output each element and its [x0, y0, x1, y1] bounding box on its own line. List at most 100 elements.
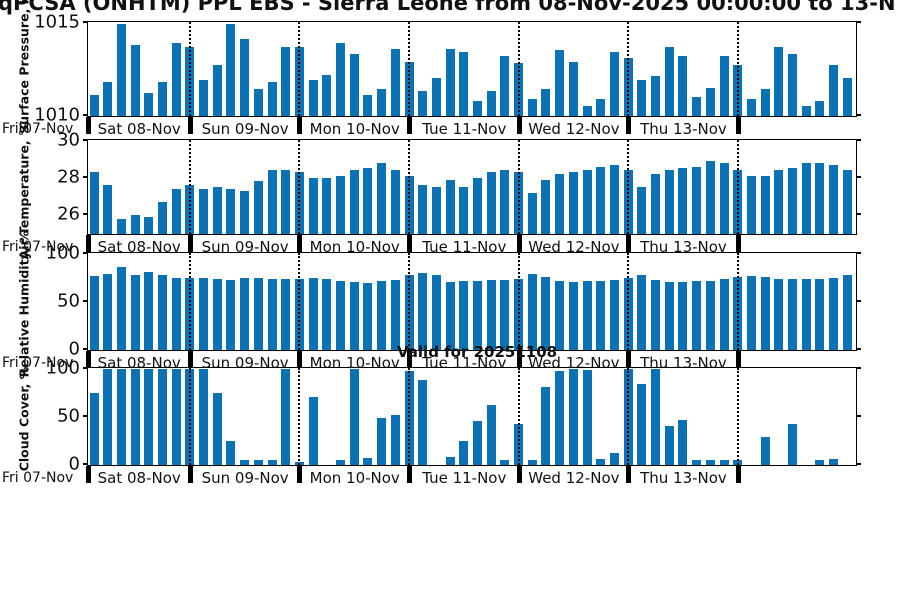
x-tick-label-left: Fri 07-Nov — [2, 354, 74, 371]
bar — [322, 177, 332, 234]
bar — [829, 164, 839, 234]
bar — [130, 44, 140, 116]
bar — [322, 279, 332, 350]
bar — [267, 170, 277, 234]
y-tick-label: 1010 — [34, 104, 80, 126]
day-tick — [407, 350, 413, 368]
bar — [788, 168, 798, 234]
bar — [144, 368, 154, 465]
day-tick — [187, 234, 193, 252]
bar — [527, 98, 537, 116]
bar — [445, 48, 455, 116]
bar — [486, 91, 496, 116]
bar — [801, 279, 811, 350]
day-boundary-line — [517, 252, 520, 350]
y-tick-mark — [856, 367, 861, 369]
bar — [418, 380, 428, 465]
bar — [829, 458, 839, 465]
x-day-label: Wed 12-Nov — [528, 237, 620, 256]
bar — [651, 173, 661, 234]
bar — [596, 458, 606, 465]
bar — [240, 459, 250, 465]
bar — [212, 393, 222, 465]
bar — [363, 95, 373, 116]
day-tick — [85, 116, 91, 134]
bar — [240, 39, 250, 116]
bar — [555, 173, 565, 234]
x-day-label: Thu 13-Nov — [640, 119, 727, 138]
y-tick-mark — [83, 463, 88, 465]
bar — [678, 55, 688, 116]
bar — [692, 96, 702, 116]
day-boundary-line — [188, 139, 191, 234]
y-tick-mark — [83, 300, 88, 302]
bar — [582, 170, 592, 234]
bar — [500, 55, 510, 116]
day-boundary-line — [517, 21, 520, 116]
y-tick-mark — [83, 348, 88, 350]
bar — [144, 271, 154, 350]
y-tick-mark — [83, 139, 88, 141]
bar — [157, 368, 167, 465]
day-boundary-line — [188, 252, 191, 350]
bar — [486, 172, 496, 234]
bar — [582, 370, 592, 465]
bar — [664, 46, 674, 116]
bar — [473, 421, 482, 465]
bar — [719, 55, 729, 116]
bar — [527, 192, 537, 234]
bar — [692, 459, 702, 465]
bar — [431, 78, 441, 116]
bar — [103, 273, 113, 350]
day-tick — [626, 116, 632, 134]
bar — [842, 170, 852, 234]
y-tick-label: 28 — [57, 166, 80, 188]
bar — [815, 100, 825, 116]
bar — [253, 459, 263, 465]
bar — [459, 52, 469, 116]
y-tick-mark — [856, 213, 861, 216]
bar — [555, 371, 565, 465]
bar — [637, 80, 647, 116]
bar — [171, 277, 181, 350]
bar — [390, 280, 400, 350]
bar — [390, 48, 400, 116]
bar — [609, 164, 619, 234]
bar — [678, 420, 688, 465]
y-tick-mark — [83, 367, 88, 369]
bar — [664, 426, 674, 465]
bar — [705, 281, 715, 350]
bar — [390, 170, 400, 234]
bar — [651, 368, 661, 465]
y-tick-label: 100 — [45, 357, 80, 379]
day-tick — [85, 465, 91, 483]
bar — [541, 179, 551, 234]
bar — [760, 175, 770, 234]
day-tick — [187, 465, 193, 483]
pressure-x-axis-row: Fri 07-Nov Sat 08-Nov Sun 09-Nov Mon 10-Nov… — [0, 116, 900, 142]
cloud-x-axis-row: Fri 07-Nov Sat 08-Nov Sun 09-Nov Mon 10-Nov… — [0, 465, 900, 487]
y-tick-label: 0 — [68, 338, 80, 360]
bar — [363, 283, 373, 350]
bar — [829, 65, 839, 116]
y-tick-mark — [856, 252, 861, 254]
day-boundary-line — [408, 139, 411, 234]
bar — [842, 274, 852, 350]
bar — [473, 281, 482, 350]
bar — [609, 280, 619, 350]
bar — [774, 46, 784, 116]
bar — [774, 170, 784, 234]
bar — [308, 80, 318, 116]
x-day-label: Mon 10-Nov — [309, 119, 400, 138]
day-tick — [297, 465, 303, 483]
bar — [212, 187, 222, 234]
bar — [664, 282, 674, 350]
bar — [801, 106, 811, 116]
bar — [377, 418, 387, 465]
bar — [527, 459, 537, 465]
bar — [459, 187, 469, 234]
bar — [336, 42, 346, 116]
bar — [651, 280, 661, 350]
bar — [678, 282, 688, 350]
bar — [692, 281, 702, 350]
